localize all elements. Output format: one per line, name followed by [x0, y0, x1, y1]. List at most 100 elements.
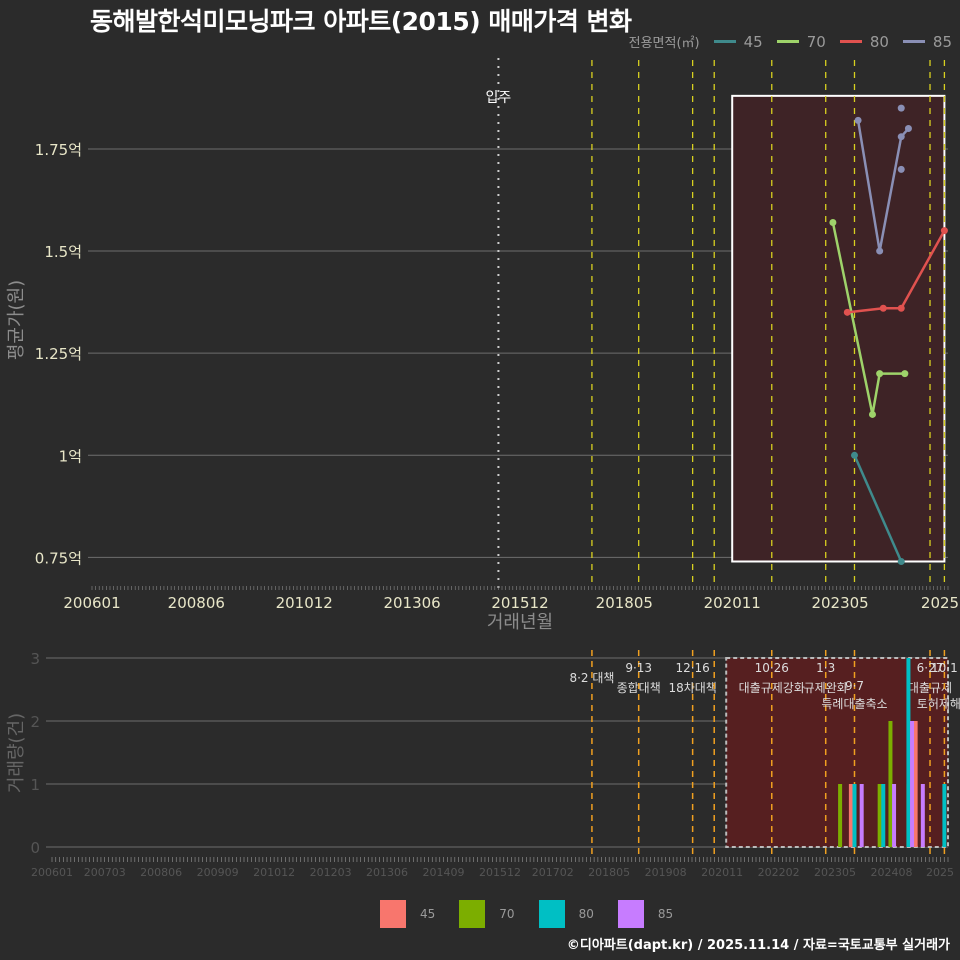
policy-date-label: 1·3: [816, 661, 835, 675]
volume-bar-45: [913, 721, 918, 847]
y-axis-label: 거래량(건): [6, 713, 27, 793]
data-point: [901, 370, 909, 378]
volume-bar-chart: 0 1 2 3 8·2 대책 9·13 종합대책 12·16 18차대책 10·26 대출규제강화 1…: [6, 650, 960, 879]
series-line-85: [856, 120, 910, 252]
price-line-chart: 0.75억 1억 1.25억 1.5억 1.75억 입주 200601 200806 20101…: [6, 58, 959, 633]
series-line-45: [853, 454, 903, 562]
x-tick-label: 202011: [701, 866, 743, 879]
x-tick-label: 200601: [31, 866, 73, 879]
x-tick-label: 201306: [366, 866, 408, 879]
policy-label: 토허제해제: [917, 697, 960, 711]
volume-bar-85: [910, 721, 915, 847]
legend-swatch-icon: [776, 40, 799, 43]
volume-bar-85: [859, 784, 864, 847]
legend-item-85: 85: [617, 900, 673, 928]
y-axis-label: 평균가(원): [6, 280, 27, 360]
data-point: [897, 104, 905, 112]
x-tick-label: 201512: [479, 866, 521, 879]
y-tick-label: 0.75억: [35, 549, 82, 567]
y-tick-label: 3: [30, 650, 40, 668]
x-tick-label: 200601: [63, 594, 120, 612]
data-point: [897, 304, 905, 312]
x-tick-label: 202408: [871, 866, 913, 879]
policy-label: 대출규제: [908, 681, 952, 695]
x-tick-label: 201805: [588, 866, 630, 879]
volume-bar-70: [888, 721, 893, 847]
data-point: [879, 304, 887, 312]
legend-item-80: 80: [839, 33, 889, 51]
x-tick-label: 200909: [197, 866, 239, 879]
policy-date-label: 10·26: [755, 661, 789, 675]
policy-label: 대출규제강화: [739, 681, 805, 695]
x-tick-label: 202011: [704, 594, 761, 612]
y-tick-label: 1: [30, 776, 40, 794]
policy-label: 종합대책: [617, 680, 661, 695]
y-tick-label: 1억: [59, 447, 82, 465]
y-tick-label: 1.5억: [44, 243, 82, 261]
x-tick-label: 2025: [921, 594, 959, 612]
highlight-box: [731, 94, 946, 563]
legend-swatch-icon: [617, 900, 644, 928]
volume-bar-70: [838, 784, 843, 847]
policy-date-label: 9·13: [625, 661, 652, 675]
x-tick-label: 201512: [491, 594, 548, 612]
data-point: [829, 218, 837, 226]
y-tick-label: 1.25억: [35, 345, 82, 363]
x-tick-label: 201805: [596, 594, 653, 612]
volume-bar-85: [892, 784, 897, 847]
legend-bottom: 45 70 80 85: [380, 900, 683, 928]
policy-date-label: 6·27: [917, 661, 944, 675]
policy-label: 18차대책: [668, 680, 716, 695]
y-tick-label: 1.75억: [35, 141, 82, 159]
data-point: [850, 451, 858, 459]
volume-bar-80: [942, 784, 947, 847]
volume-bar-80: [881, 784, 886, 847]
data-point: [897, 165, 905, 173]
chart-title: 동해발한석미모닝파크 아파트(2015) 매매가격 변화: [90, 7, 632, 36]
legend-top: 전용면적(㎡) 45 70 80 85: [629, 32, 952, 52]
policy-label: 규제완화: [804, 681, 848, 695]
x-tick-label: 202305: [811, 594, 868, 612]
data-point: [897, 557, 905, 565]
legend-item-45: 45: [380, 900, 435, 928]
data-point: [876, 247, 884, 255]
policy-date-label: 9·7: [845, 679, 864, 693]
data-point: [904, 125, 912, 133]
legend-swatch-icon: [902, 40, 925, 43]
x-tick-label: 201203: [310, 866, 352, 879]
y-tick-label: 2: [30, 713, 40, 731]
volume-bar-85: [920, 784, 925, 847]
legend-item-70: 70: [776, 33, 826, 51]
x-tick-label: 202305: [814, 866, 856, 879]
legend-item-70: 70: [459, 900, 515, 928]
volume-bar-70: [877, 784, 882, 847]
x-tick-label: 201908: [645, 866, 687, 879]
data-point: [876, 370, 884, 378]
source-footer: ©디아파트(dapt.kr) / 2025.11.14 / 자료=국토교통부 실…: [566, 938, 950, 953]
legend-item-80: 80: [538, 900, 594, 928]
x-tick-label: 202202: [758, 866, 800, 879]
annotation-label: 입주: [486, 90, 512, 106]
policy-date-label: 10·1: [931, 661, 958, 675]
legend-swatch-icon: [538, 900, 565, 928]
x-tick-label: 201306: [383, 594, 440, 612]
data-point: [843, 308, 851, 316]
policy-date-label: 12·16: [675, 661, 709, 675]
x-tick-label: 200806: [168, 594, 225, 612]
policy-label: 특례대출축소: [821, 697, 887, 711]
data-point: [854, 116, 862, 124]
legend-swatch-icon: [459, 900, 486, 928]
data-point: [897, 133, 905, 141]
x-tick-label: 200806: [140, 866, 182, 879]
volume-bar-80: [852, 784, 857, 847]
volume-bar-45: [848, 784, 853, 847]
x-tick-label: 201409: [423, 866, 465, 879]
legend-swatch-icon: [839, 40, 862, 43]
x-tick-label: 201012: [276, 594, 333, 612]
y-tick-label: 0: [30, 839, 40, 857]
x-axis-label: 거래년월: [487, 612, 553, 633]
series-line-80: [847, 230, 946, 314]
x-tick-label: 201702: [532, 866, 574, 879]
legend-swatch-icon: [713, 40, 736, 43]
legend-item-45: 45: [713, 33, 763, 51]
